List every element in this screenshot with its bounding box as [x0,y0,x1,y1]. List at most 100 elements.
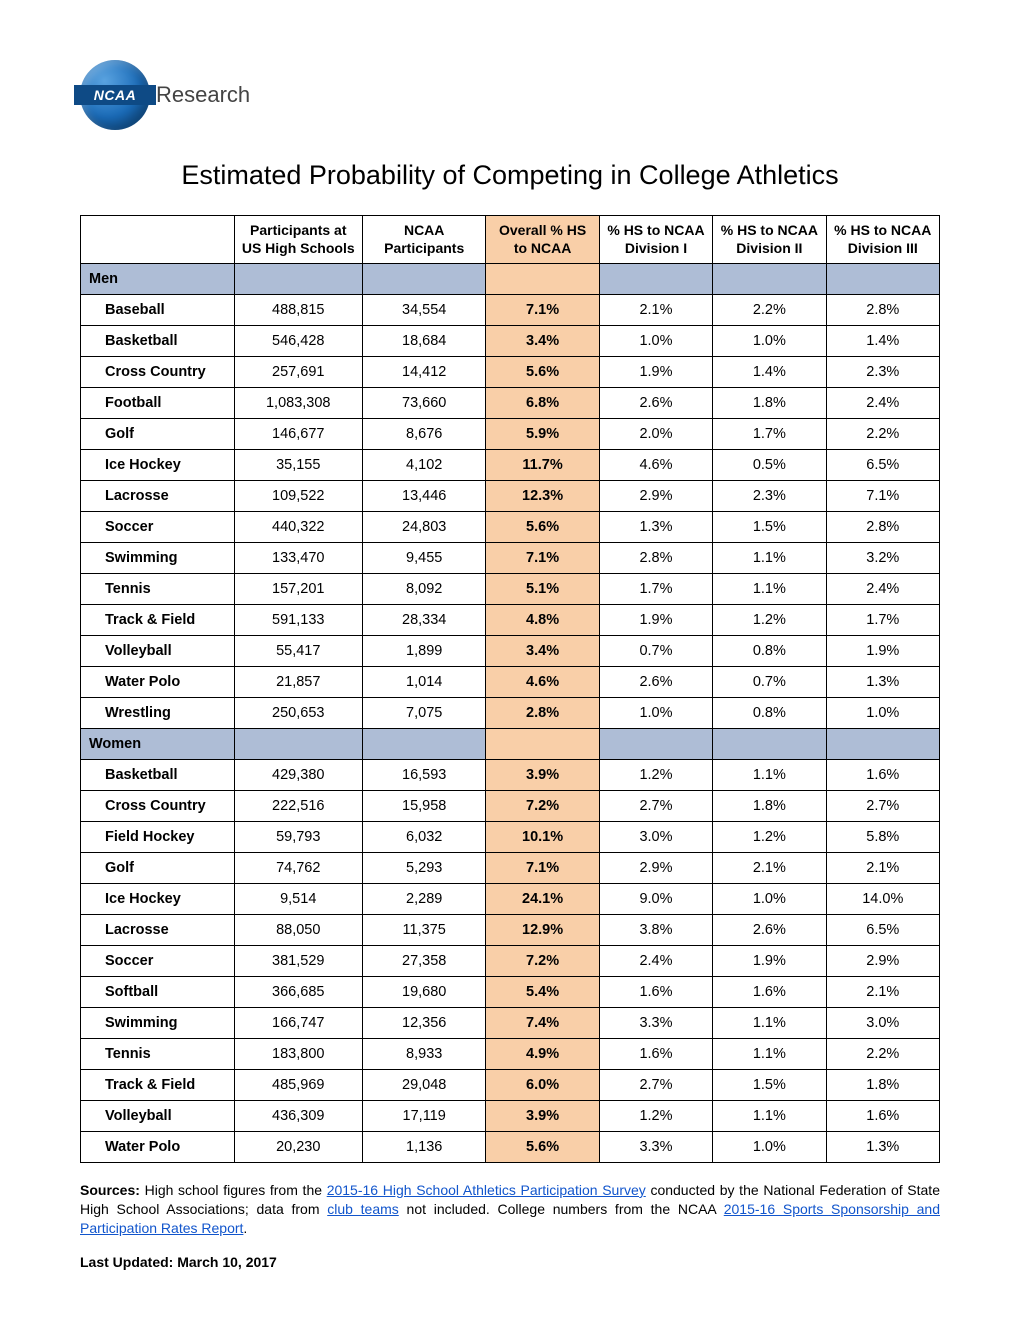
cell-d2: 1.2% [713,822,826,853]
cell-d1: 2.6% [599,388,712,419]
cell-d2: 2.1% [713,853,826,884]
section-row: Men [81,264,940,295]
section-empty-cell [713,729,826,760]
cell-ncaa: 1,899 [362,636,485,667]
cell-overall: 4.8% [486,605,599,636]
cell-d3: 1.3% [826,1132,939,1163]
table-row: Golf74,7625,2937.1%2.9%2.1%2.1% [81,853,940,884]
cell-hs: 157,201 [234,574,362,605]
cell-d3: 2.9% [826,946,939,977]
cell-overall: 4.9% [486,1039,599,1070]
cell-sport: Basketball [81,326,235,357]
sources-text-4: . [243,1220,247,1236]
cell-ncaa: 8,092 [362,574,485,605]
cell-hs: 74,762 [234,853,362,884]
table-row: Lacrosse88,05011,37512.9%3.8%2.6%6.5% [81,915,940,946]
col-sport [81,216,235,264]
cell-hs: 20,230 [234,1132,362,1163]
cell-d1: 2.7% [599,791,712,822]
section-empty-cell [234,264,362,295]
cell-d2: 0.7% [713,667,826,698]
cell-hs: 488,815 [234,295,362,326]
cell-ncaa: 7,075 [362,698,485,729]
section-label: Men [81,264,235,295]
cell-d3: 2.4% [826,574,939,605]
cell-d1: 1.3% [599,512,712,543]
table-row: Ice Hockey35,1554,10211.7%4.6%0.5%6.5% [81,450,940,481]
cell-d2: 1.5% [713,512,826,543]
table-row: Water Polo21,8571,0144.6%2.6%0.7%1.3% [81,667,940,698]
table-row: Water Polo20,2301,1365.6%3.3%1.0%1.3% [81,1132,940,1163]
cell-d3: 1.4% [826,326,939,357]
cell-hs: 222,516 [234,791,362,822]
table-row: Swimming133,4709,4557.1%2.8%1.1%3.2% [81,543,940,574]
cell-d3: 1.8% [826,1070,939,1101]
cell-sport: Field Hockey [81,822,235,853]
cell-d2: 1.9% [713,946,826,977]
cell-d1: 2.1% [599,295,712,326]
section-empty-cell [826,264,939,295]
cell-ncaa: 15,958 [362,791,485,822]
cell-hs: 166,747 [234,1008,362,1039]
document-page: NCAA Research Estimated Probability of C… [0,0,1020,1324]
table-row: Softball366,68519,6805.4%1.6%1.6%2.1% [81,977,940,1008]
cell-overall: 11.7% [486,450,599,481]
cell-overall: 7.4% [486,1008,599,1039]
cell-sport: Tennis [81,574,235,605]
cell-hs: 429,380 [234,760,362,791]
cell-sport: Water Polo [81,667,235,698]
table-row: Soccer440,32224,8035.6%1.3%1.5%2.8% [81,512,940,543]
cell-d1: 1.0% [599,698,712,729]
cell-ncaa: 28,334 [362,605,485,636]
cell-sport: Swimming [81,543,235,574]
cell-d2: 1.1% [713,1039,826,1070]
cell-ncaa: 1,014 [362,667,485,698]
cell-d3: 1.6% [826,1101,939,1132]
cell-sport: Softball [81,977,235,1008]
cell-overall: 3.9% [486,1101,599,1132]
cell-sport: Golf [81,419,235,450]
cell-d1: 9.0% [599,884,712,915]
cell-d2: 0.8% [713,636,826,667]
table-row: Golf146,6778,6765.9%2.0%1.7%2.2% [81,419,940,450]
sources-link-survey[interactable]: 2015-16 High School Athletics Participat… [327,1182,646,1198]
cell-sport: Cross Country [81,791,235,822]
cell-ncaa: 24,803 [362,512,485,543]
cell-hs: 436,309 [234,1101,362,1132]
cell-ncaa: 4,102 [362,450,485,481]
cell-ncaa: 9,455 [362,543,485,574]
section-empty-cell [362,729,485,760]
cell-d2: 1.0% [713,1132,826,1163]
cell-hs: 250,653 [234,698,362,729]
cell-d2: 2.3% [713,481,826,512]
cell-d1: 1.6% [599,1039,712,1070]
cell-d1: 4.6% [599,450,712,481]
sources-link-club-teams[interactable]: club teams [327,1201,399,1217]
cell-hs: 21,857 [234,667,362,698]
cell-hs: 88,050 [234,915,362,946]
cell-d3: 2.3% [826,357,939,388]
cell-d3: 6.5% [826,915,939,946]
cell-overall: 5.6% [486,512,599,543]
table-row: Tennis157,2018,0925.1%1.7%1.1%2.4% [81,574,940,605]
cell-d1: 1.0% [599,326,712,357]
cell-hs: 546,428 [234,326,362,357]
table-row: Basketball429,38016,5933.9%1.2%1.1%1.6% [81,760,940,791]
col-ncaa: NCAA Participants [362,216,485,264]
cell-sport: Lacrosse [81,481,235,512]
section-empty-cell [826,729,939,760]
cell-overall: 3.4% [486,326,599,357]
cell-ncaa: 8,676 [362,419,485,450]
cell-overall: 10.1% [486,822,599,853]
table-row: Cross Country257,69114,4125.6%1.9%1.4%2.… [81,357,940,388]
cell-d1: 3.3% [599,1008,712,1039]
cell-sport: Baseball [81,295,235,326]
section-label: Women [81,729,235,760]
cell-d1: 1.2% [599,760,712,791]
table-row: Soccer381,52927,3587.2%2.4%1.9%2.9% [81,946,940,977]
cell-sport: Water Polo [81,1132,235,1163]
cell-d1: 0.7% [599,636,712,667]
cell-d2: 0.8% [713,698,826,729]
page-title: Estimated Probability of Competing in Co… [80,160,940,191]
cell-overall: 3.4% [486,636,599,667]
